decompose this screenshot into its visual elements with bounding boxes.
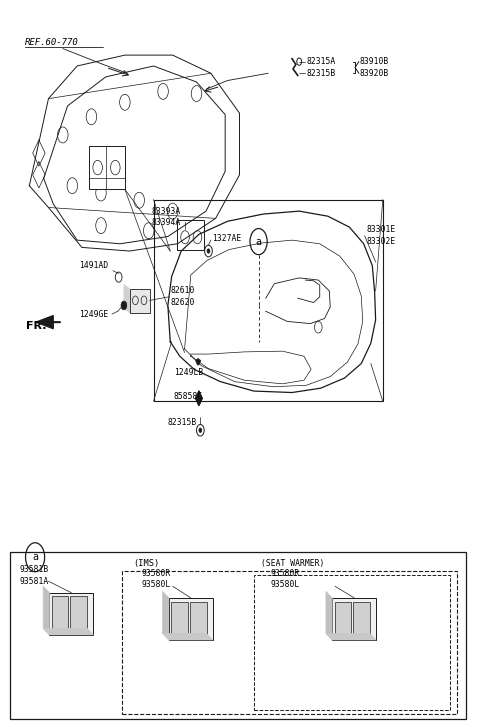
Bar bbox=[52, 596, 68, 631]
Text: REF.60-770: REF.60-770 bbox=[24, 39, 79, 47]
Bar bbox=[169, 598, 213, 640]
Text: 1249LB: 1249LB bbox=[173, 368, 203, 377]
Text: 83920B: 83920B bbox=[360, 69, 389, 78]
Text: a: a bbox=[32, 553, 38, 562]
Text: 93581B: 93581B bbox=[20, 565, 49, 574]
Bar bbox=[177, 220, 204, 250]
Text: 83302E: 83302E bbox=[366, 237, 395, 246]
Polygon shape bbox=[162, 633, 213, 640]
Bar bbox=[334, 601, 351, 636]
Bar bbox=[49, 593, 93, 635]
Polygon shape bbox=[326, 633, 376, 640]
Text: 82315A: 82315A bbox=[307, 57, 336, 66]
Text: 82315B: 82315B bbox=[307, 69, 336, 78]
Polygon shape bbox=[162, 591, 169, 640]
Bar bbox=[190, 601, 206, 636]
Bar bbox=[353, 601, 370, 636]
Text: 1491AD: 1491AD bbox=[80, 261, 109, 270]
Bar bbox=[10, 553, 467, 719]
Bar bbox=[89, 146, 125, 189]
Text: 83910B: 83910B bbox=[360, 57, 389, 66]
Text: 93580R: 93580R bbox=[271, 569, 300, 579]
Circle shape bbox=[207, 249, 210, 253]
Text: 82315B: 82315B bbox=[168, 418, 197, 427]
Text: 1327AE: 1327AE bbox=[212, 234, 241, 244]
Polygon shape bbox=[43, 628, 93, 635]
Bar bbox=[171, 601, 188, 636]
Bar bbox=[123, 571, 457, 714]
Polygon shape bbox=[195, 358, 201, 365]
Text: 93581A: 93581A bbox=[20, 577, 49, 586]
Text: 82610: 82610 bbox=[170, 286, 194, 295]
Text: 83394A: 83394A bbox=[151, 217, 181, 227]
Bar bbox=[332, 598, 376, 640]
Circle shape bbox=[121, 301, 127, 310]
Text: 82620: 82620 bbox=[170, 298, 194, 307]
Text: (IMS): (IMS) bbox=[134, 559, 160, 569]
Polygon shape bbox=[36, 316, 53, 329]
Bar bbox=[154, 199, 383, 401]
Bar bbox=[254, 575, 450, 710]
FancyBboxPatch shape bbox=[130, 289, 150, 313]
Text: (SEAT WARMER): (SEAT WARMER) bbox=[261, 559, 324, 569]
Text: 85858C: 85858C bbox=[173, 392, 203, 401]
Circle shape bbox=[199, 428, 202, 433]
Polygon shape bbox=[43, 586, 49, 635]
Text: 93580R: 93580R bbox=[142, 569, 171, 579]
Polygon shape bbox=[195, 391, 202, 406]
Text: 93580L: 93580L bbox=[142, 580, 171, 590]
Polygon shape bbox=[124, 284, 130, 313]
Polygon shape bbox=[326, 591, 332, 640]
Text: 83301E: 83301E bbox=[366, 225, 395, 235]
Text: 83393A: 83393A bbox=[151, 206, 181, 216]
Text: 1249GE: 1249GE bbox=[80, 310, 109, 319]
Bar bbox=[70, 596, 87, 631]
Text: FR.: FR. bbox=[25, 321, 46, 331]
Text: 93580L: 93580L bbox=[271, 580, 300, 590]
Text: a: a bbox=[256, 236, 262, 246]
